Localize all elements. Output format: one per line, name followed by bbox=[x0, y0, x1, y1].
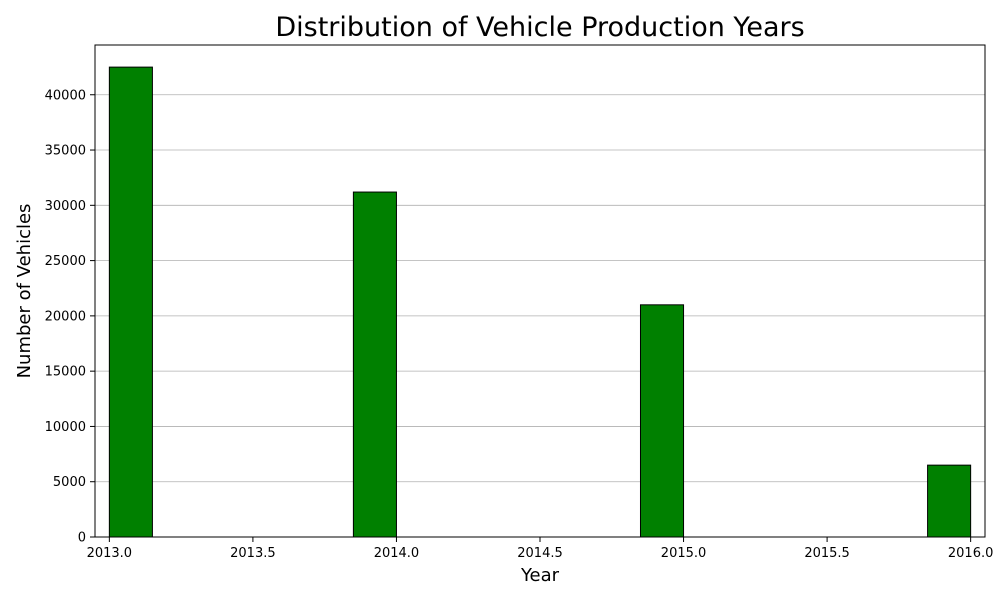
x-axis-ticks: 2013.0 2013.5 2014.0 2014.5 2015.0 2015.5 2016… bbox=[87, 537, 994, 561]
y-tick-label: 15000 bbox=[45, 365, 86, 380]
x-tick-label: 2015.5 bbox=[804, 546, 850, 561]
histogram-bar bbox=[108, 66, 153, 538]
histogram-bar bbox=[639, 304, 685, 538]
bars-group bbox=[108, 66, 972, 538]
y-axis-ticks: 0 5000 10000 15000 20000 25000 30000 35000 40000 bbox=[45, 88, 95, 546]
x-tick-label: 2014.5 bbox=[517, 546, 563, 561]
x-tick-label: 2016.0 bbox=[948, 546, 994, 561]
histogram-bar bbox=[927, 464, 972, 538]
y-tick-label: 0 bbox=[78, 531, 86, 546]
x-tick-label: 2015.0 bbox=[661, 546, 707, 561]
x-tick-label: 2013.0 bbox=[87, 546, 133, 561]
plot-area-frame bbox=[94, 44, 986, 538]
x-tick-label: 2014.0 bbox=[374, 546, 420, 561]
y-tick-label: 35000 bbox=[45, 144, 86, 159]
y-tick-label: 30000 bbox=[45, 199, 86, 214]
grid-lines bbox=[95, 94, 985, 483]
y-tick-label: 25000 bbox=[45, 254, 86, 269]
y-tick-label: 20000 bbox=[45, 309, 86, 324]
y-tick-label: 40000 bbox=[45, 88, 86, 103]
y-tick-label: 10000 bbox=[45, 420, 86, 435]
y-tick-label: 5000 bbox=[53, 475, 86, 490]
x-axis-label: Year bbox=[520, 565, 560, 586]
histogram-bar bbox=[352, 191, 397, 538]
y-axis-label: Number of Vehicles bbox=[14, 204, 35, 379]
chart-title: Distribution of Vehicle Production Years bbox=[275, 12, 804, 43]
x-tick-label: 2013.5 bbox=[230, 546, 276, 561]
